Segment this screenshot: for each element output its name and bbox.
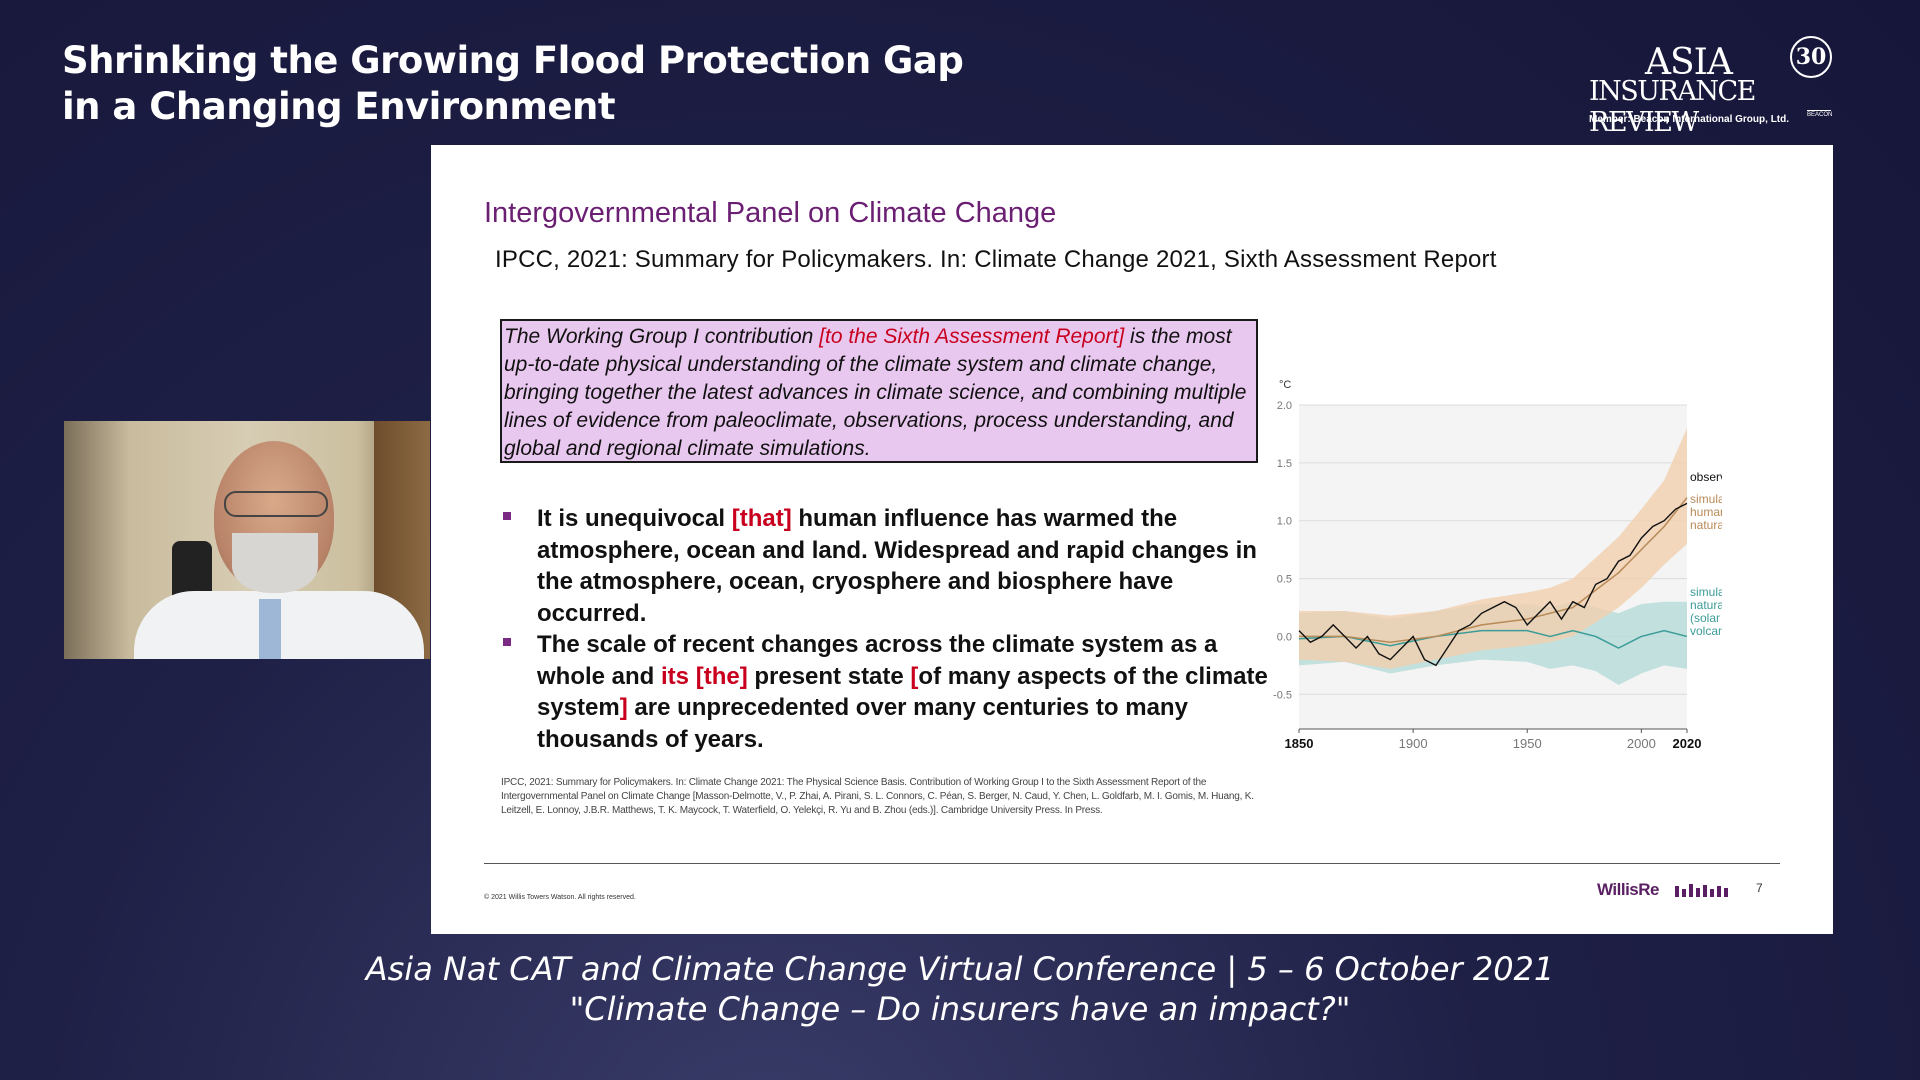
legend-human-natural-3: natural (1690, 518, 1722, 532)
slide-heading: Intergovernmental Panel on Climate Chang… (484, 197, 1057, 229)
temperature-chart: 2.0 1.5 1.0 0.5 0.0 -0.5 °C 1850 1900 1950 2000 202… (1262, 371, 1722, 761)
human-natural-line (1299, 497, 1688, 643)
legend-natural-only-4: volcanic) (1690, 624, 1722, 638)
logo-asia-text: ASIA (1645, 42, 1733, 83)
conference-title-line1: Shrinking the Growing Flood Protection G… (62, 39, 964, 82)
beacon-logo-icon: BEACON (1807, 110, 1832, 129)
quote-text-part1: The Working Group I contribution (504, 325, 820, 348)
bullet-item-1: It is unequivocal [that] human influence… (503, 503, 1273, 629)
bullet2-the: [the] (695, 662, 748, 690)
page-number: 7 (1756, 881, 1763, 895)
temperature-chart-svg: 2.0 1.5 1.0 0.5 0.0 -0.5 °C 1850 1900 1950 2000 202… (1273, 379, 1722, 751)
conference-footer-line1: Asia Nat CAT and Climate Change Virtual … (365, 950, 1555, 988)
legend-observed: observed (1690, 470, 1722, 484)
square-bullet-icon (503, 512, 511, 520)
slide-subheading: IPCC, 2021: Summary for Policymakers. In… (495, 246, 1497, 273)
bullet2-text-a: The scale of recent changes across the c… (537, 631, 1218, 690)
bullet-list: It is unequivocal [that] human influence… (503, 503, 1273, 755)
footer-divider (484, 863, 1780, 864)
conference-title-line2: in a Changing Environment (62, 85, 616, 128)
y-tick-label: 1.0 (1277, 516, 1292, 528)
x-tick-label: 1850 (1285, 736, 1314, 751)
y-unit-label: °C (1279, 379, 1291, 391)
y-tick-label: 0.0 (1277, 631, 1292, 643)
legend-human-natural-1: simulated (1690, 492, 1722, 506)
bullet1-text-c: human influence has warmed the atmospher… (537, 505, 1257, 627)
conference-title: Shrinking the Growing Flood Protection G… (62, 38, 964, 130)
y-tick-label: 1.5 (1277, 458, 1292, 470)
quote-text-part2: is the most up-to-date physical understa… (504, 325, 1247, 460)
speaker-beard (232, 533, 318, 593)
y-tick-label: 0.5 (1277, 574, 1292, 586)
anniversary-badge: 30 (1790, 36, 1832, 78)
asia-insurance-review-logo: ASIA INSURANCE REVIEW 30 Member: Beacon … (1585, 36, 1835, 138)
willis-re-brand: WillisRe (1597, 880, 1659, 899)
logo-member-text: Member: Beacon International Group, Ltd. (1589, 114, 1790, 125)
bullet-item-2: The scale of recent changes across the c… (503, 629, 1273, 755)
speaker-glasses (224, 491, 328, 517)
natural-only-line (1298, 629, 1688, 649)
x-tick-label: 1950 (1513, 736, 1542, 751)
quote-bracket: [to the Sixth Assessment Report] (819, 325, 1125, 348)
bullet2-space (689, 663, 696, 690)
bullet2-text-i: are unprecedented over many centuries to… (537, 694, 1188, 753)
bullet2-text-g: of many aspects of the climate system (537, 662, 1268, 722)
bullet2-close-bracket: ] (619, 694, 628, 721)
bullet2-open-bracket: [ (910, 662, 919, 690)
speaker-tie (259, 599, 281, 659)
observed-line (1298, 502, 1688, 667)
legend-natural-only-3: (solar & (1690, 611, 1722, 625)
citation-text: IPCC, 2021: Summary for Policymakers. In… (501, 777, 1254, 816)
legend-natural-only-1: simulated (1690, 585, 1722, 599)
x-tick-label: 2000 (1627, 736, 1656, 751)
x-tick-label: 1900 (1399, 736, 1428, 751)
legend-human-natural-2: human & (1690, 505, 1722, 519)
bullet1-text-a: It is unequivocal (537, 505, 732, 532)
copyright-text: © 2021 Willis Towers Watson. All rights … (484, 894, 636, 901)
y-tick-label: 2.0 (1277, 400, 1292, 412)
ipcc-quote-box: The Working Group I contribution [to the… (500, 319, 1258, 463)
logo-review-text: INSURANCE REVIEW (1589, 76, 1756, 138)
speaker-video-feed (64, 421, 430, 659)
y-tick-label: -0.5 (1273, 689, 1292, 701)
bullet2-text-e: present state (747, 662, 911, 690)
wtw-logo-icon (1675, 884, 1728, 897)
legend-natural-only-2: natural only (1690, 598, 1722, 612)
conference-footer-line2: "Climate Change – Do insurers have an im… (569, 990, 1351, 1028)
bullet1-bracket: [that] (731, 505, 792, 532)
square-bullet-icon (503, 638, 511, 646)
human-natural-band (1299, 428, 1687, 669)
bullet2-its: its (661, 662, 690, 690)
x-tick-label: 2020 (1673, 736, 1702, 751)
